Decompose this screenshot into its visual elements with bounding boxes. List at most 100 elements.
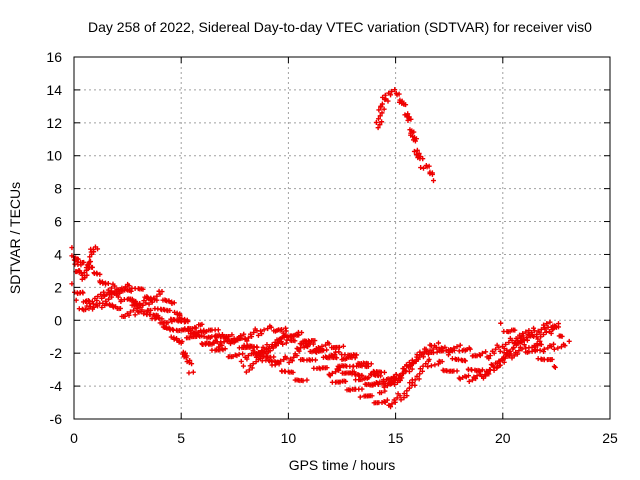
data-point <box>520 331 526 337</box>
data-point <box>513 335 519 341</box>
x-tick-label: 25 <box>602 430 618 446</box>
data-point <box>375 125 381 131</box>
data-point <box>333 369 339 375</box>
data-point <box>165 308 171 314</box>
data-point <box>141 298 147 304</box>
grid <box>74 57 610 419</box>
data-point <box>190 369 196 375</box>
data-point <box>406 359 412 365</box>
data-point <box>169 319 175 325</box>
data-point <box>375 116 381 122</box>
data-point <box>88 249 94 255</box>
data-point <box>247 363 253 369</box>
data-point <box>377 390 383 396</box>
data-point <box>412 138 418 144</box>
data-point <box>291 354 297 360</box>
data-point <box>165 320 171 326</box>
data-point <box>73 297 79 303</box>
data-point <box>474 373 480 379</box>
data-point <box>547 342 553 348</box>
data-point <box>511 340 517 346</box>
data-point <box>280 341 286 347</box>
data-point <box>506 349 512 355</box>
data-point <box>332 351 338 357</box>
data-point <box>416 376 422 382</box>
data-series <box>373 87 436 184</box>
data-point <box>140 302 146 308</box>
data-point <box>541 349 547 355</box>
data-point <box>383 96 389 102</box>
data-point <box>81 259 87 265</box>
data-point <box>376 107 382 113</box>
data-point <box>131 299 137 305</box>
data-point <box>87 304 93 310</box>
data-point <box>420 350 426 356</box>
data-point <box>410 380 416 386</box>
data-point <box>388 380 394 386</box>
data-point <box>299 330 305 336</box>
data-point <box>457 342 463 348</box>
data-point <box>506 339 512 345</box>
data-point <box>242 336 248 342</box>
data-point <box>434 349 440 355</box>
data-point <box>84 272 90 278</box>
data-point <box>526 327 532 333</box>
data-point <box>496 358 502 364</box>
data-point <box>494 342 500 348</box>
data-point <box>179 316 185 322</box>
data-point <box>541 322 547 328</box>
data-point <box>326 371 332 377</box>
data-point <box>545 324 551 330</box>
data-point <box>97 271 103 277</box>
data-point <box>524 337 530 343</box>
data-series <box>69 244 101 282</box>
data-point <box>313 357 319 363</box>
data-point <box>517 332 523 338</box>
data-series <box>326 342 558 410</box>
data-point <box>272 339 278 345</box>
y-tick-label: 2 <box>54 279 62 295</box>
data-point <box>521 342 527 348</box>
data-point <box>367 382 373 388</box>
data-point <box>183 319 189 325</box>
data-point <box>124 287 130 293</box>
data-point <box>505 329 511 335</box>
data-point <box>132 312 138 318</box>
data-point <box>425 364 431 370</box>
data-point <box>487 367 493 373</box>
data-point <box>274 360 280 366</box>
data-point <box>497 348 503 354</box>
data-point <box>381 398 387 404</box>
data-point <box>430 346 436 352</box>
data-point <box>408 116 414 122</box>
data-point <box>217 341 223 347</box>
data-point <box>169 301 175 307</box>
data-point <box>211 340 217 346</box>
data-point <box>325 340 331 346</box>
data-point <box>95 293 101 299</box>
data-point <box>319 343 325 349</box>
data-point <box>462 358 468 364</box>
data-point <box>257 355 263 361</box>
data-point <box>359 386 365 392</box>
data-point <box>566 338 572 344</box>
data-point <box>424 164 430 170</box>
data-point <box>105 280 111 286</box>
data-point <box>404 388 410 394</box>
data-point <box>405 117 411 123</box>
data-point <box>498 320 504 326</box>
data-point <box>476 352 482 358</box>
data-point <box>215 327 221 333</box>
data-point <box>479 367 485 373</box>
data-point <box>183 355 189 361</box>
y-tick-label: 4 <box>54 246 62 262</box>
data-point <box>503 341 509 347</box>
data-point <box>484 354 490 360</box>
data-point <box>172 309 178 315</box>
data-point <box>483 373 489 379</box>
data-point <box>357 394 363 400</box>
data-point <box>393 371 399 377</box>
data-point <box>380 94 386 100</box>
data-point <box>538 334 544 340</box>
data-point <box>542 326 548 332</box>
